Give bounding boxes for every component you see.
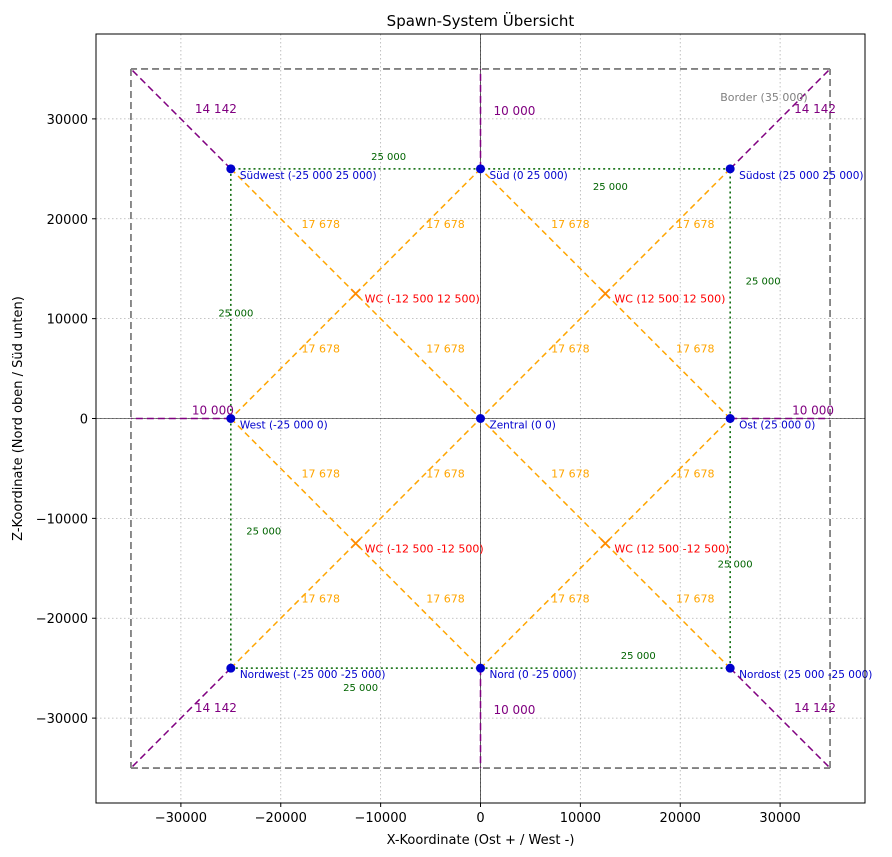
diagonal-distance-label: 17 678 bbox=[426, 592, 465, 605]
square-distance-label: 25 000 bbox=[218, 309, 253, 320]
spawn-point-label: Südost (25 000 25 000) bbox=[739, 170, 863, 182]
spawn-point-marker bbox=[226, 414, 236, 423]
labels: Border (35 000) 17 678 17 678 17 678 17 678 1… bbox=[192, 91, 873, 717]
border-axis-distance-label: 10 000 bbox=[493, 104, 535, 118]
spawn-point-label: Süd (0 25 000) bbox=[490, 170, 568, 182]
y-tick-label: −20000 bbox=[36, 612, 88, 627]
y-tick-label: 10000 bbox=[47, 313, 88, 328]
diagonal-distance-label: 17 678 bbox=[301, 343, 340, 356]
diagonal-distance-label: 17 678 bbox=[551, 343, 590, 356]
spawn-point-label: Ost (25 000 0) bbox=[739, 420, 815, 432]
spawn-point-label: Nord (0 -25 000) bbox=[490, 669, 577, 681]
spawn-point-label: Nordwest (-25 000 -25 000) bbox=[240, 669, 386, 681]
spawn-point-marker bbox=[476, 164, 485, 174]
border-link-diagonal bbox=[130, 68, 232, 170]
diagonal-distance-label: 17 678 bbox=[551, 592, 590, 605]
square-distance-label: 25 000 bbox=[593, 182, 628, 193]
markers bbox=[226, 164, 735, 673]
border-diagonal-distance-label: 14 142 bbox=[195, 102, 237, 116]
diagonal-distance-label: 17 678 bbox=[301, 592, 340, 605]
x-tick-label: 30000 bbox=[759, 811, 800, 826]
diagonal-line bbox=[479, 168, 731, 420]
square-distance-label: 25 000 bbox=[746, 277, 781, 288]
y-tick-label: 30000 bbox=[47, 113, 88, 128]
wc-marker bbox=[350, 538, 361, 549]
x-tick-label: −30000 bbox=[155, 811, 207, 826]
border-lines bbox=[130, 68, 831, 769]
wc-label: WC (12 500 -12 500) bbox=[614, 542, 729, 555]
diagonal-line bbox=[230, 417, 482, 669]
square-distance-label: 25 000 bbox=[246, 526, 281, 537]
spawn-point-marker bbox=[725, 164, 735, 174]
wc-marker bbox=[600, 288, 611, 299]
border-link-diagonal bbox=[729, 68, 831, 170]
spawn-point-marker bbox=[725, 663, 735, 673]
diagonal-line bbox=[230, 168, 482, 420]
y-tick-label: 0 bbox=[80, 413, 88, 428]
border-diagonal-distance-label: 14 142 bbox=[794, 701, 836, 715]
x-tick-label: −20000 bbox=[255, 811, 307, 826]
y-axis-label: Z-Koordinate (Nord oben / Süd unten) bbox=[11, 296, 26, 541]
spawn-square-lines bbox=[230, 168, 731, 669]
diagonal-line bbox=[479, 417, 731, 669]
spawn-point-marker bbox=[226, 663, 236, 673]
spawn-point-marker bbox=[476, 663, 485, 673]
spawn-point-label: Zentral (0 0) bbox=[490, 420, 556, 432]
y-tick-label: −30000 bbox=[36, 712, 88, 727]
border-diagonal-distance-label: 14 142 bbox=[195, 701, 237, 715]
wc-marker bbox=[350, 288, 361, 299]
diagonal-distance-label: 17 678 bbox=[676, 218, 715, 231]
border-axis-distance-label: 10 000 bbox=[192, 404, 234, 418]
x-tick-label: −10000 bbox=[355, 811, 407, 826]
spawn-point-label: Nordost (25 000 -25 000) bbox=[739, 669, 872, 681]
x-tick-label: 10000 bbox=[560, 811, 601, 826]
y-tick-label: −10000 bbox=[36, 512, 88, 527]
square-distance-label: 25 000 bbox=[718, 559, 753, 570]
wc-label: WC (-12 500 12 500) bbox=[365, 293, 480, 306]
spawn-point-label: Südwest (-25 000 25 000) bbox=[240, 170, 377, 182]
chart-title: Spawn-System Übersicht bbox=[387, 11, 575, 30]
diagonal-distance-label: 17 678 bbox=[426, 218, 465, 231]
wc-marker bbox=[600, 538, 611, 549]
wc-label: WC (-12 500 -12 500) bbox=[365, 542, 484, 555]
diagonal-distance-label: 17 678 bbox=[301, 467, 340, 480]
wc-label: WC (12 500 12 500) bbox=[614, 293, 725, 306]
diagonal-distance-label: 17 678 bbox=[676, 467, 715, 480]
diagonal-distance-label: 17 678 bbox=[551, 218, 590, 231]
diagonal-distance-label: 17 678 bbox=[426, 343, 465, 356]
square-distance-label: 25 000 bbox=[371, 152, 406, 163]
diagonal-distance-label: 17 678 bbox=[301, 218, 340, 231]
diagonal-distance-label: 17 678 bbox=[676, 343, 715, 356]
x-tick-label: 0 bbox=[476, 811, 484, 826]
border-link-diagonal bbox=[729, 667, 831, 769]
diagonal-distance-label: 17 678 bbox=[551, 467, 590, 480]
x-axis-label: X-Koordinate (Ost + / West -) bbox=[387, 833, 575, 848]
border-label: Border (35 000) bbox=[720, 91, 807, 104]
x-tick-label: 20000 bbox=[660, 811, 701, 826]
spawn-point-marker bbox=[476, 414, 485, 423]
border-diagonal-distance-label: 14 142 bbox=[794, 102, 836, 116]
spawn-point-marker bbox=[725, 414, 735, 423]
ticks: −30000 −20000 −10000 0 10000 20000 30000 −30000… bbox=[36, 113, 801, 826]
spawn-point-label: West (-25 000 0) bbox=[240, 420, 328, 432]
diagonal-distance-label: 17 678 bbox=[676, 592, 715, 605]
border-axis-distance-label: 10 000 bbox=[493, 703, 535, 717]
square-distance-label: 25 000 bbox=[343, 683, 378, 694]
square-distance-label: 25 000 bbox=[621, 651, 656, 662]
border-link-diagonal bbox=[130, 667, 232, 769]
y-tick-label: 20000 bbox=[47, 213, 88, 228]
spawn-point-marker bbox=[226, 164, 236, 174]
diagonal-distance-label: 17 678 bbox=[426, 467, 465, 480]
border-axis-distance-label: 10 000 bbox=[792, 404, 834, 418]
